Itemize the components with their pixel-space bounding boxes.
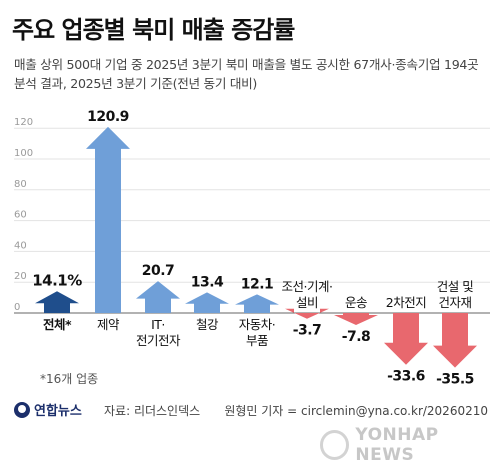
value-label-5: -3.7 <box>293 323 322 339</box>
value-label-7: -33.6 <box>387 369 425 385</box>
category-label-6: 운송 <box>345 295 367 310</box>
logo-text: 연합뉴스 <box>34 404 82 419</box>
category-label-line: 철강 <box>196 317 219 332</box>
category-label-line: 제약 <box>97 317 120 332</box>
category-label-line: 설비 <box>296 295 318 310</box>
category-label-4: 자동차· 부품 <box>239 317 275 348</box>
y-tick-label-0: 0 <box>14 302 20 313</box>
source-text: 자료: 리더스인덱스 <box>104 404 201 418</box>
yonhap-logo-icon <box>14 401 30 418</box>
value-label-2: 20.7 <box>142 263 175 279</box>
value-label-0: 14.1% <box>32 271 82 289</box>
y-tick-label-20: 20 <box>14 271 27 282</box>
yonhap-logo: 연합뉴스 <box>14 400 82 419</box>
category-label-line: 건설 및 <box>437 279 473 294</box>
chart-subtitle: 매출 상위 500대 기업 중 2025년 3분기 북미 매출을 별도 공시한 … <box>14 55 492 93</box>
category-label-5: 조선·기계· 설비 <box>282 279 333 310</box>
subtitle-line-1: 매출 상위 500대 기업 중 2025년 3분기 북미 매출을 별도 공시한 … <box>14 57 479 72</box>
bar-arrow-4 <box>235 294 279 313</box>
category-label-line: 전체* <box>43 317 72 332</box>
bar-arrow-2 <box>136 281 180 313</box>
category-label-7: 2차전지 <box>386 295 426 310</box>
bar-arrow-3 <box>185 292 229 313</box>
y-tick-label-80: 80 <box>14 179 27 190</box>
bar-arrow-8 <box>433 313 477 368</box>
y-tick-label-120: 120 <box>14 117 33 128</box>
chart-title: 주요 업종별 북미 매출 증감률 <box>12 16 295 44</box>
category-label-0: 전체* <box>43 317 72 332</box>
subtitle-line-2: 분석 결과, 2025년 3분기 기준(전년 동기 대비) <box>14 76 258 91</box>
category-label-line: 2차전지 <box>386 295 426 310</box>
credit-text: 원형민 기자 = circlemin@yna.co.kr/20260210 <box>224 404 488 418</box>
y-tick-label-60: 60 <box>14 210 27 221</box>
value-label-6: -7.8 <box>342 329 371 345</box>
category-label-8: 건설 및 건자재 <box>437 279 473 310</box>
bar-arrow-1 <box>86 126 130 314</box>
category-label-line: 조선·기계· <box>282 279 333 294</box>
value-label-4: 12.1 <box>241 276 274 292</box>
watermark-text: YONHAP NEWS <box>355 425 439 465</box>
category-label-line: 부품 <box>246 333 268 348</box>
bar-arrow-5 <box>285 308 329 319</box>
category-label-1: 제약 <box>97 317 120 332</box>
category-label-3: 철강 <box>196 317 219 332</box>
bar-arrow-0 <box>35 291 79 313</box>
value-label-3: 13.4 <box>191 274 224 290</box>
footnote: *16개 업종 <box>40 372 99 386</box>
y-tick-label-100: 100 <box>14 148 33 159</box>
value-label-1: 120.9 <box>87 109 129 125</box>
category-label-line: 운송 <box>345 295 367 310</box>
yonhap-watermark: YONHAP NEWS <box>320 425 500 465</box>
watermark-icon <box>320 430 350 460</box>
category-label-line: IT· <box>151 317 165 332</box>
bar-arrow-6 <box>334 313 378 326</box>
category-label-line: 건자재 <box>438 295 471 310</box>
category-label-2: IT· 전기전자 <box>136 317 181 348</box>
y-tick-label-40: 40 <box>14 240 27 251</box>
category-label-line: 자동차· <box>239 317 275 332</box>
category-label-line: 전기전자 <box>136 333 181 348</box>
value-label-8: -35.5 <box>436 372 474 388</box>
bar-arrow-7 <box>384 313 428 365</box>
